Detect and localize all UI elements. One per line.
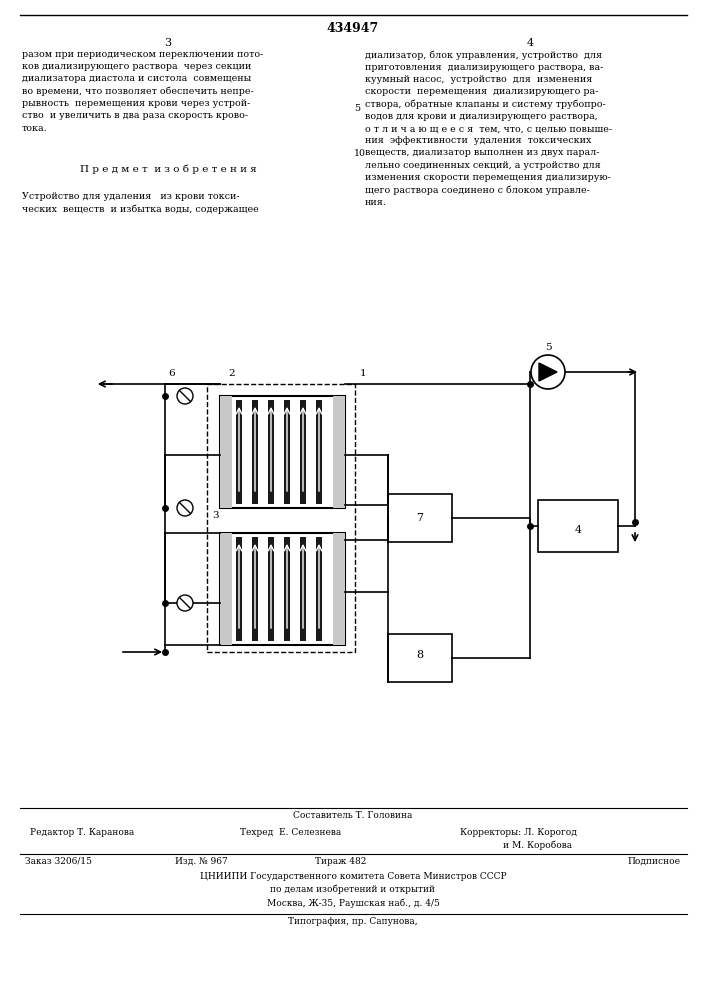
Bar — [220, 533, 345, 645]
Bar — [220, 396, 232, 508]
Text: Типография, пр. Сапунова,: Типография, пр. Сапунова, — [288, 917, 418, 926]
Bar — [284, 400, 290, 504]
Bar — [316, 400, 322, 504]
Text: 6: 6 — [168, 369, 175, 378]
Text: диализатор, блок управления, устройство  для
приготовления  диализирующего раств: диализатор, блок управления, устройство … — [365, 50, 612, 207]
Circle shape — [177, 595, 193, 611]
Text: Корректоры: Л. Корогод: Корректоры: Л. Корогод — [460, 828, 577, 837]
Bar — [207, 384, 355, 652]
Text: ЦНИИПИ Государственного комитета Совета Министров СССР: ЦНИИПИ Государственного комитета Совета … — [199, 872, 506, 881]
Circle shape — [531, 355, 565, 389]
Text: 434947: 434947 — [327, 22, 379, 35]
Bar — [236, 400, 242, 504]
Text: 4: 4 — [527, 38, 534, 48]
Text: Техред  Е. Селезнева: Техред Е. Селезнева — [240, 828, 341, 837]
Text: 5: 5 — [354, 104, 360, 113]
Bar — [220, 533, 232, 645]
Bar — [220, 396, 345, 508]
Text: Тираж 482: Тираж 482 — [315, 857, 366, 866]
Text: 2: 2 — [228, 369, 235, 378]
Bar — [333, 396, 345, 508]
Bar — [252, 400, 258, 504]
Text: разом при периодическом переключении пото-
ков диализирующего раствора  через се: разом при периодическом переключении пот… — [22, 50, 264, 133]
Text: 4: 4 — [574, 525, 582, 535]
Bar — [236, 537, 242, 641]
Text: Устройство для удаления   из крови токси-
ческих  веществ  и избытка воды, содер: Устройство для удаления из крови токси- … — [22, 192, 259, 214]
Bar — [252, 537, 258, 641]
Text: П р е д м е т  и з о б р е т е н и я: П р е д м е т и з о б р е т е н и я — [80, 164, 257, 174]
Bar — [333, 533, 345, 645]
Bar — [388, 494, 452, 542]
Polygon shape — [539, 363, 557, 381]
Text: Подписное: Подписное — [627, 857, 680, 866]
Text: Москва, Ж-35, Раушская наб., д. 4/5: Москва, Ж-35, Раушская наб., д. 4/5 — [267, 898, 440, 908]
Text: 5: 5 — [544, 343, 551, 352]
Text: 7: 7 — [416, 513, 423, 523]
Text: 8: 8 — [416, 650, 423, 660]
Text: 3: 3 — [165, 38, 172, 48]
Bar — [300, 400, 306, 504]
Text: 3: 3 — [212, 511, 218, 520]
Bar — [316, 537, 322, 641]
Text: и М. Коробова: и М. Коробова — [460, 840, 572, 850]
Text: 10: 10 — [354, 149, 366, 158]
Bar — [268, 400, 274, 504]
Circle shape — [177, 500, 193, 516]
Text: по делам изобретений и открытий: по делам изобретений и открытий — [271, 885, 436, 894]
Text: Заказ 3206/15: Заказ 3206/15 — [25, 857, 92, 866]
Text: Редактор Т. Каранова: Редактор Т. Каранова — [30, 828, 134, 837]
Bar — [284, 537, 290, 641]
Text: 1: 1 — [360, 369, 367, 378]
Bar — [300, 537, 306, 641]
Bar — [538, 500, 618, 552]
Text: Изд. № 967: Изд. № 967 — [175, 857, 228, 866]
Bar — [388, 634, 452, 682]
Circle shape — [177, 388, 193, 404]
Text: Составитель Т. Головина: Составитель Т. Головина — [293, 811, 413, 820]
Bar — [268, 537, 274, 641]
